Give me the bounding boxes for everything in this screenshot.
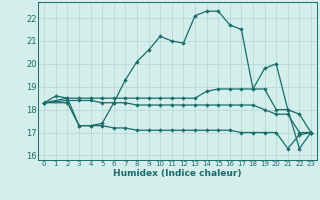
X-axis label: Humidex (Indice chaleur): Humidex (Indice chaleur) xyxy=(113,169,242,178)
